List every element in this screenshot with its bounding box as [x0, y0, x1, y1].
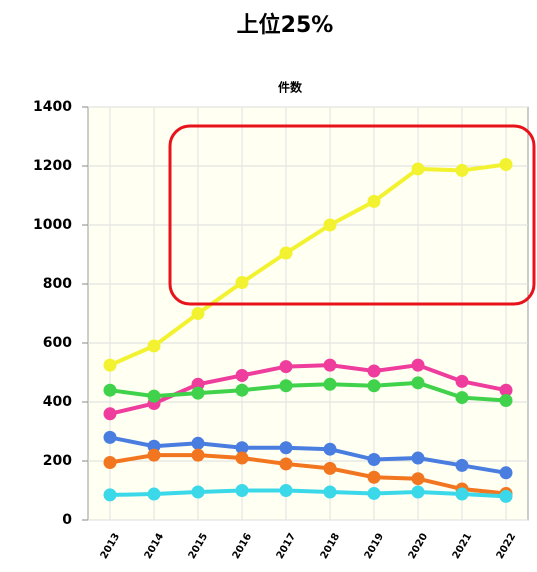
- point: [191, 436, 205, 450]
- x-tick-label: 2016: [231, 531, 254, 561]
- series-line: [109, 380, 507, 403]
- y-tick-label: 600: [43, 335, 72, 351]
- plot-area: [87, 106, 529, 521]
- series-line: [109, 488, 507, 499]
- point: [323, 485, 337, 499]
- x-tick-label: 2014: [143, 531, 166, 561]
- series-line: [109, 162, 507, 367]
- point: [235, 276, 249, 290]
- point: [103, 430, 117, 444]
- point: [279, 379, 293, 393]
- point: [147, 487, 161, 501]
- point: [103, 455, 117, 469]
- y-tick-label: 200: [43, 453, 72, 469]
- point: [499, 489, 513, 503]
- x-tick-label: 2017: [275, 531, 298, 561]
- y-tick-label: 1400: [33, 99, 72, 115]
- point: [103, 383, 117, 397]
- point: [499, 466, 513, 480]
- point: [499, 383, 513, 397]
- point: [499, 394, 513, 408]
- point: [235, 441, 249, 455]
- point: [411, 162, 425, 176]
- point: [323, 218, 337, 232]
- point: [279, 246, 293, 260]
- point: [367, 453, 381, 467]
- x-tick-label: 2018: [319, 531, 342, 561]
- point: [191, 386, 205, 400]
- point: [279, 484, 293, 497]
- y-tick-label: 400: [43, 394, 72, 410]
- point: [411, 376, 425, 390]
- point: [279, 360, 293, 374]
- x-tick-label: 2019: [363, 531, 386, 561]
- highlight-box: [168, 124, 536, 306]
- point: [323, 461, 337, 475]
- point: [147, 448, 161, 462]
- point: [411, 472, 425, 486]
- point: [191, 485, 205, 499]
- point: [499, 158, 513, 172]
- x-tick-label: 2013: [99, 531, 122, 561]
- x-tick-label: 2015: [187, 531, 210, 561]
- point: [235, 383, 249, 397]
- x-tick-label: 2022: [495, 531, 518, 561]
- series-line: [109, 435, 507, 475]
- point: [455, 487, 469, 501]
- point: [191, 307, 205, 320]
- x-tick-label: 2020: [407, 531, 430, 561]
- x-tick-label: 2021: [451, 531, 474, 561]
- point: [367, 486, 381, 500]
- point: [147, 389, 161, 403]
- point: [103, 488, 117, 502]
- point: [279, 441, 293, 455]
- point: [191, 448, 205, 462]
- point: [103, 407, 117, 421]
- y-tick-label: 1000: [33, 217, 72, 233]
- y-tick-label: 1200: [33, 158, 72, 174]
- point: [411, 451, 425, 465]
- point: [279, 457, 293, 471]
- point: [367, 194, 381, 208]
- point: [323, 358, 337, 372]
- chart-title: 上位25%: [237, 12, 334, 38]
- point: [147, 339, 161, 353]
- point: [455, 374, 469, 388]
- series-line: [109, 453, 507, 496]
- point: [367, 470, 381, 484]
- y-tick-label: 0: [62, 512, 72, 528]
- point: [411, 485, 425, 499]
- point: [411, 358, 425, 372]
- y-tick-label: 800: [43, 276, 72, 292]
- point: [323, 377, 337, 391]
- point: [235, 484, 249, 497]
- point: [235, 451, 249, 465]
- point: [235, 368, 249, 382]
- point: [367, 364, 381, 378]
- point: [103, 358, 117, 372]
- point: [455, 391, 469, 405]
- point: [455, 163, 469, 177]
- point: [455, 458, 469, 472]
- point: [323, 442, 337, 456]
- point: [367, 379, 381, 393]
- chart-subtitle: 件数: [278, 80, 303, 95]
